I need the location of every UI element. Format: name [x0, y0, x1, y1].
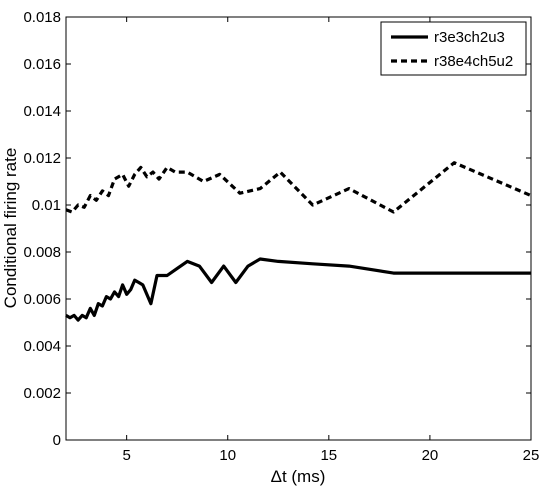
- y-tick-label-0.016: 0.016: [23, 56, 61, 73]
- legend: r3e3ch2u3 r38e4ch5u2: [380, 21, 527, 76]
- x-tick-label-5: 5: [122, 447, 130, 464]
- y-tick-label-0.002: 0.002: [23, 385, 61, 402]
- x-ticks: 5 10 15 20 25: [122, 17, 539, 464]
- series-lines: [65, 161, 532, 322]
- series-line-r38e4ch5u2: [65, 161, 532, 214]
- y-tick-label-0.004: 0.004: [23, 338, 61, 355]
- legend-label-series-1: r3e3ch2u3: [434, 29, 505, 46]
- x-tick-label-15: 15: [320, 447, 337, 464]
- y-tick-label-0.01: 0.01: [32, 197, 61, 214]
- plot-frame: [65, 16, 532, 441]
- x-tick-label-25: 25: [523, 447, 540, 464]
- y-tick-label-0.018: 0.018: [23, 9, 61, 26]
- y-tick-label-0.008: 0.008: [23, 244, 61, 261]
- y-axis-label: Conditional firing rate: [1, 148, 20, 309]
- x-tick-label-20: 20: [422, 447, 439, 464]
- y-tick-label-0.006: 0.006: [23, 291, 61, 308]
- legend-label-series-2: r38e4ch5u2: [434, 53, 513, 70]
- y-ticks: 0 0.002 0.004 0.006 0.008 0.01 0.012 0.014 0.016…: [23, 9, 531, 449]
- y-tick-label-0: 0: [53, 432, 61, 449]
- legend-box: [380, 21, 527, 76]
- y-tick-label-0.012: 0.012: [23, 150, 61, 167]
- x-tick-label-10: 10: [219, 447, 236, 464]
- y-tick-label-0.014: 0.014: [23, 103, 61, 120]
- x-axis-label: Δt (ms): [271, 467, 326, 486]
- series-line-r3e3ch2u3: [65, 257, 531, 322]
